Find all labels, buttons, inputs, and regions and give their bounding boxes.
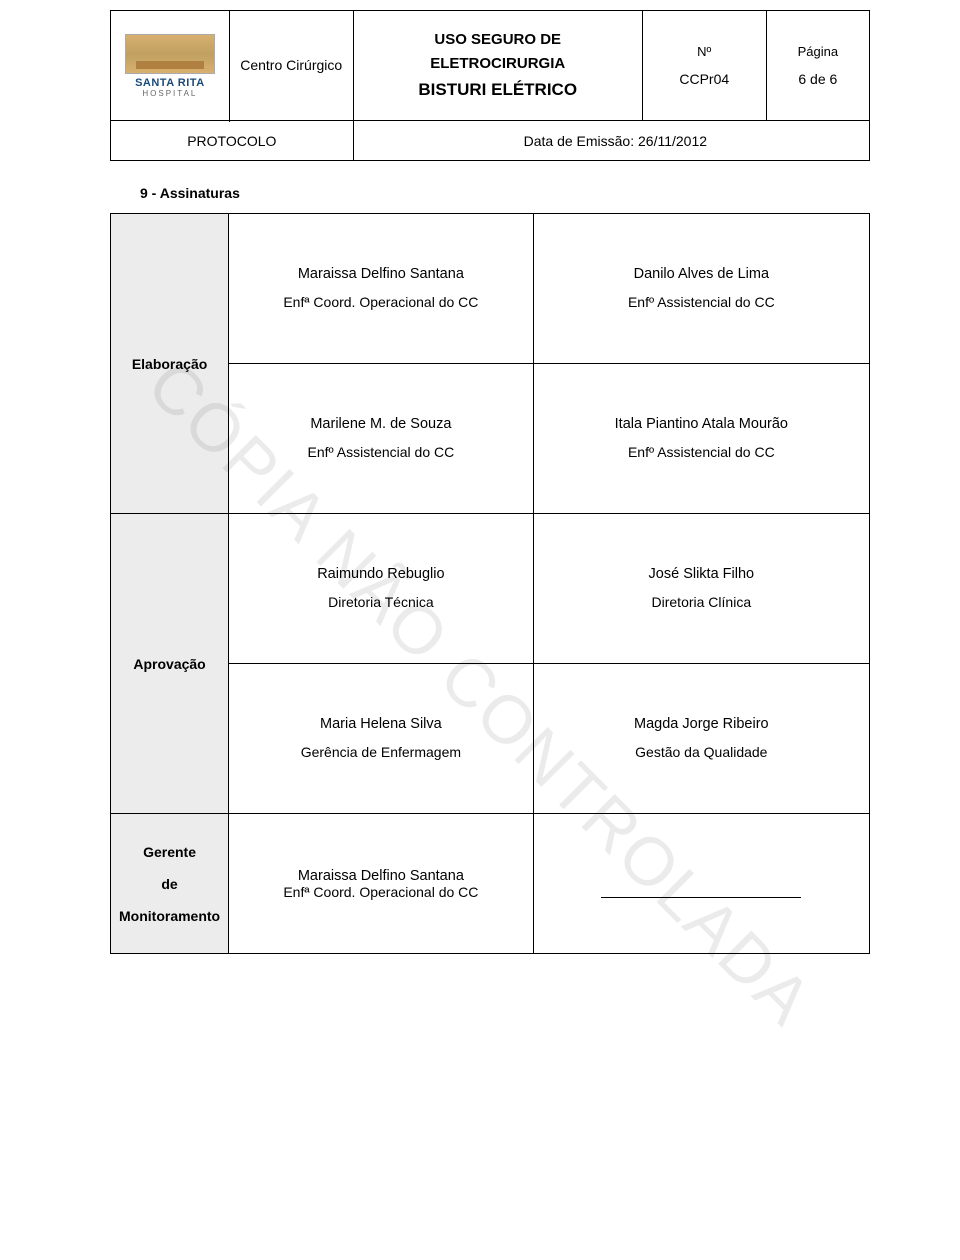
person-name: Maraissa Delfino Santana (237, 868, 525, 884)
gerente-label-2: de (119, 876, 220, 892)
centro-cell: Centro Cirúrgico (229, 11, 353, 121)
person-role: Diretoria Técnica (237, 589, 525, 616)
gerente-label-3: Monitoramento (119, 908, 220, 924)
person-name: Danilo Alves de Lima (542, 261, 861, 289)
signature-line-cell (533, 814, 869, 954)
person-role: Gestão da Qualidade (542, 739, 861, 766)
aprovacao-label: Aprovação (111, 514, 229, 814)
person-role: Enfª Coord. Operacional do CC (237, 884, 525, 900)
header-table: SANTA RITA HOSPITAL Centro Cirúrgico USO… (110, 10, 870, 161)
sig-cell: Itala Piantino Atala Mourão Enfº Assiste… (533, 364, 869, 514)
num-label: Nº (649, 39, 760, 65)
person-role: Enfº Assistencial do CC (542, 439, 861, 466)
logo-box: SANTA RITA HOSPITAL (115, 15, 225, 116)
sig-cell: Danilo Alves de Lima Enfº Assistencial d… (533, 214, 869, 364)
logo-subtitle: HOSPITAL (142, 89, 197, 98)
person-name: Raimundo Rebuglio (237, 561, 525, 589)
logo-name: SANTA RITA (135, 78, 205, 89)
gerente-label-1: Gerente (119, 844, 220, 860)
title-line-1: USO SEGURO DE (364, 28, 632, 52)
person-role: Enfº Assistencial do CC (542, 289, 861, 316)
section-title: 9 - Assinaturas (140, 185, 870, 201)
person-name: José Slikta Filho (542, 561, 861, 589)
person-role: Diretoria Clínica (542, 589, 861, 616)
emissao-cell: Data de Emissão: 26/11/2012 (353, 121, 869, 161)
protocolo-cell: PROTOCOLO (111, 121, 354, 161)
page-cell: Página 6 de 6 (766, 11, 869, 121)
sig-cell: Maraissa Delfino Santana Enfª Coord. Ope… (229, 814, 534, 954)
person-role: Enfº Assistencial do CC (237, 439, 525, 466)
person-name: Maria Helena Silva (237, 711, 525, 739)
sig-cell: Maria Helena Silva Gerência de Enfermage… (229, 664, 534, 814)
page-container: SANTA RITA HOSPITAL Centro Cirúrgico USO… (0, 0, 960, 964)
num-value: CCPr04 (649, 65, 760, 93)
signature-table: Elaboração Maraissa Delfino Santana Enfª… (110, 213, 870, 954)
sig-cell: Marilene M. de Souza Enfº Assistencial d… (229, 364, 534, 514)
title-big: BISTURI ELÉTRICO (364, 76, 632, 103)
person-name: Itala Piantino Atala Mourão (542, 411, 861, 439)
elaboracao-label: Elaboração (111, 214, 229, 514)
person-role: Enfª Coord. Operacional do CC (237, 289, 525, 316)
signature-line (601, 897, 801, 898)
sig-cell: José Slikta Filho Diretoria Clínica (533, 514, 869, 664)
logo-cell: SANTA RITA HOSPITAL (111, 11, 230, 121)
person-name: Marilene M. de Souza (237, 411, 525, 439)
logo-image (125, 34, 215, 74)
sig-cell: Magda Jorge Ribeiro Gestão da Qualidade (533, 664, 869, 814)
person-role: Gerência de Enfermagem (237, 739, 525, 766)
title-line-2: ELETROCIRURGIA (364, 52, 632, 76)
person-name: Magda Jorge Ribeiro (542, 711, 861, 739)
sig-cell: Maraissa Delfino Santana Enfª Coord. Ope… (229, 214, 534, 364)
title-cell: USO SEGURO DE ELETROCIRURGIA BISTURI ELÉ… (353, 11, 642, 121)
gerente-label: Gerente de Monitoramento (111, 814, 229, 954)
sig-cell: Raimundo Rebuglio Diretoria Técnica (229, 514, 534, 664)
page-value: 6 de 6 (773, 65, 863, 93)
num-cell: Nº CCPr04 (642, 11, 766, 121)
page-label: Página (773, 39, 863, 65)
person-name: Maraissa Delfino Santana (237, 261, 525, 289)
